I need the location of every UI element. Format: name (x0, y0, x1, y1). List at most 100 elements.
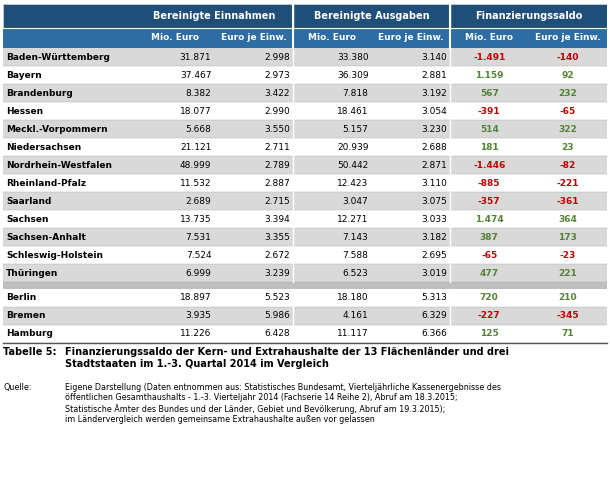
Text: -221: -221 (556, 178, 579, 187)
Text: 11.532: 11.532 (180, 178, 212, 187)
Bar (214, 138, 293, 156)
Bar (371, 156, 450, 174)
Text: 7.524: 7.524 (186, 251, 212, 259)
Text: 720: 720 (480, 294, 498, 303)
Bar (371, 246, 450, 264)
Text: -391: -391 (478, 107, 501, 116)
Bar (3, 28, 136, 48)
Text: 2.881: 2.881 (422, 70, 447, 80)
Bar (450, 156, 528, 174)
Text: 3.239: 3.239 (264, 268, 290, 278)
Text: Nordrhein-Westfalen: Nordrhein-Westfalen (6, 161, 112, 170)
Text: 2.688: 2.688 (422, 143, 447, 151)
Bar (293, 246, 371, 264)
Text: -1.446: -1.446 (473, 161, 506, 170)
Bar (214, 66, 293, 84)
Bar (371, 84, 450, 102)
Bar (450, 4, 607, 28)
Text: Hamburg: Hamburg (6, 330, 53, 338)
Bar (528, 307, 607, 325)
Text: Euro je Einw.: Euro je Einw. (378, 34, 443, 42)
Text: 3.192: 3.192 (422, 89, 447, 97)
Text: 3.230: 3.230 (422, 124, 447, 134)
Text: Saarland: Saarland (6, 197, 51, 205)
Bar (528, 174, 607, 192)
Bar (450, 264, 528, 282)
Bar (3, 307, 136, 325)
Text: 2.789: 2.789 (264, 161, 290, 170)
Bar (136, 48, 214, 66)
Bar (293, 174, 371, 192)
Text: -885: -885 (478, 178, 500, 187)
Bar (528, 84, 607, 102)
Text: 3.182: 3.182 (422, 232, 447, 241)
Text: 18.180: 18.180 (337, 294, 368, 303)
Text: 3.019: 3.019 (421, 268, 447, 278)
Text: 567: 567 (480, 89, 498, 97)
Text: Bereinigte Einnahmen: Bereinigte Einnahmen (153, 11, 276, 21)
Text: 125: 125 (480, 330, 498, 338)
Bar (3, 120, 136, 138)
Bar (293, 28, 371, 48)
Text: Bayern: Bayern (6, 70, 41, 80)
Text: 3.054: 3.054 (422, 107, 447, 116)
Bar (450, 138, 528, 156)
Text: 2.689: 2.689 (185, 197, 212, 205)
Text: 2.990: 2.990 (264, 107, 290, 116)
Bar (214, 210, 293, 228)
Bar (528, 210, 607, 228)
Text: 322: 322 (558, 124, 577, 134)
Bar (293, 4, 450, 28)
Text: 18.077: 18.077 (180, 107, 212, 116)
Bar (136, 156, 214, 174)
Bar (214, 102, 293, 120)
Bar (450, 28, 528, 48)
Bar (450, 210, 528, 228)
Bar (3, 4, 607, 28)
Text: 364: 364 (558, 214, 577, 224)
Bar (371, 210, 450, 228)
Text: 7.818: 7.818 (343, 89, 368, 97)
Text: 8.382: 8.382 (185, 89, 212, 97)
Bar (528, 48, 607, 66)
Bar (528, 264, 607, 282)
Bar (528, 120, 607, 138)
Bar (214, 289, 293, 307)
Text: 1.474: 1.474 (475, 214, 504, 224)
Bar (136, 210, 214, 228)
Bar (3, 264, 136, 282)
Bar (214, 192, 293, 210)
Text: 18.897: 18.897 (180, 294, 212, 303)
Bar (214, 84, 293, 102)
Bar (371, 66, 450, 84)
Text: -65: -65 (559, 107, 576, 116)
Bar (214, 156, 293, 174)
Text: 37.467: 37.467 (180, 70, 212, 80)
Bar (371, 228, 450, 246)
Text: 2.711: 2.711 (264, 143, 290, 151)
Bar (450, 307, 528, 325)
Bar (528, 28, 607, 48)
Text: Brandenburg: Brandenburg (6, 89, 73, 97)
Text: 6.999: 6.999 (185, 268, 212, 278)
Bar (450, 289, 528, 307)
Text: 5.523: 5.523 (264, 294, 290, 303)
Text: -23: -23 (559, 251, 576, 259)
Text: 1.159: 1.159 (475, 70, 503, 80)
Text: 21.121: 21.121 (180, 143, 212, 151)
Bar (3, 192, 136, 210)
Bar (3, 102, 136, 120)
Bar (371, 138, 450, 156)
Text: -140: -140 (556, 53, 579, 62)
Text: 6.329: 6.329 (422, 311, 447, 321)
Bar (450, 102, 528, 120)
Bar (371, 120, 450, 138)
Bar (371, 307, 450, 325)
Text: Rheinland-Pfalz: Rheinland-Pfalz (6, 178, 86, 187)
Text: 477: 477 (479, 268, 499, 278)
Text: 6.523: 6.523 (343, 268, 368, 278)
Bar (3, 228, 136, 246)
Bar (528, 228, 607, 246)
Bar (528, 66, 607, 84)
Text: 11.117: 11.117 (337, 330, 368, 338)
